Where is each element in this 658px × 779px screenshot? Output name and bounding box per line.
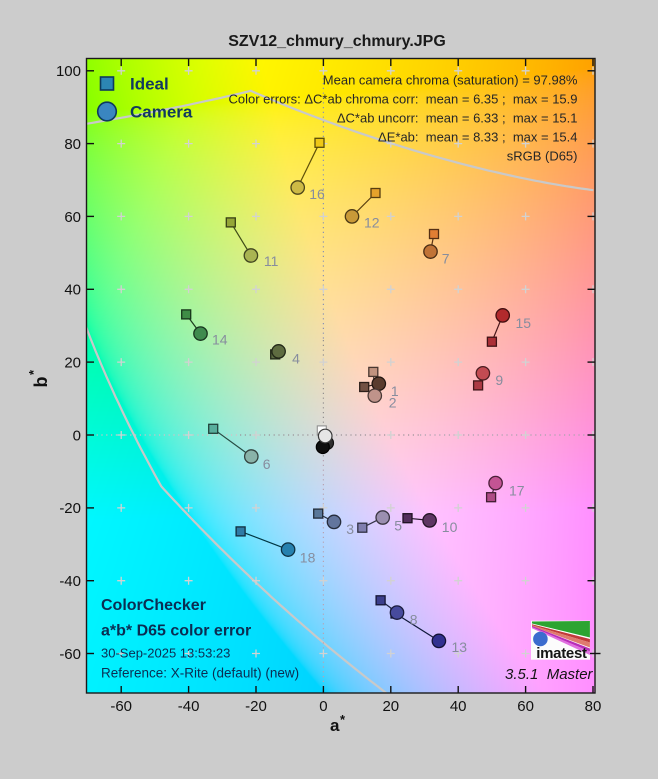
svg-text:1: 1	[391, 383, 399, 399]
svg-text:7: 7	[442, 250, 450, 266]
svg-text:13: 13	[452, 639, 468, 655]
svg-text:14: 14	[212, 331, 228, 347]
svg-text:20: 20	[64, 354, 81, 371]
svg-text:Mean camera chroma (saturation: Mean camera chroma (saturation) = 97.98%	[323, 73, 578, 88]
svg-text:10: 10	[442, 519, 458, 535]
svg-text:100: 100	[56, 63, 81, 80]
svg-text:16: 16	[309, 186, 325, 202]
svg-text:a*b* D65 color error: a*b* D65 color error	[101, 623, 251, 640]
svg-text:-20: -20	[59, 500, 81, 517]
svg-text:-40: -40	[178, 698, 200, 715]
svg-text:ΔC*ab uncorr: mean = 6.33 ;: ΔC*ab uncorr: mean = 6.33 ; max = 15.1	[337, 111, 578, 126]
svg-text:-60: -60	[110, 698, 132, 715]
svg-text:3.5.1 Master: 3.5.1 Master	[505, 666, 594, 683]
svg-text:5: 5	[394, 517, 402, 533]
svg-text:20: 20	[382, 698, 399, 715]
svg-text:4: 4	[292, 350, 300, 366]
svg-text:8: 8	[410, 612, 418, 628]
svg-text:imatest: imatest	[536, 645, 587, 662]
svg-text:40: 40	[64, 282, 81, 299]
svg-text:ColorChecker: ColorChecker	[101, 597, 206, 614]
svg-text:3: 3	[346, 521, 354, 537]
svg-text:*: *	[340, 712, 346, 727]
svg-text:Color errors: ΔC*ab chroma cor: Color errors: ΔC*ab chroma corr: mean = …	[229, 92, 578, 107]
svg-text:60: 60	[64, 209, 81, 226]
svg-text:2: 2	[389, 394, 397, 410]
svg-text:a: a	[330, 716, 340, 735]
svg-text:-60: -60	[59, 646, 81, 663]
svg-text:11: 11	[264, 253, 279, 269]
svg-text:6: 6	[263, 456, 271, 472]
svg-text:40: 40	[450, 698, 467, 715]
svg-text:9: 9	[495, 372, 503, 388]
svg-text:Reference: X-Rite (default) (n: Reference: X-Rite (default) (new)	[101, 666, 299, 681]
svg-text:18: 18	[300, 549, 316, 565]
svg-text:15: 15	[516, 315, 532, 331]
svg-text:sRGB (D65): sRGB (D65)	[507, 149, 578, 164]
svg-text:17: 17	[509, 482, 525, 498]
svg-text:60: 60	[517, 698, 534, 715]
svg-text:-40: -40	[59, 573, 81, 590]
svg-text:Camera: Camera	[130, 103, 193, 122]
svg-text:0: 0	[73, 427, 81, 444]
svg-text:b: b	[31, 377, 51, 388]
svg-text:Ideal: Ideal	[130, 75, 169, 94]
svg-text:0: 0	[319, 698, 327, 715]
svg-text:80: 80	[585, 698, 602, 715]
svg-text:30-Sep-2025 13:53:23: 30-Sep-2025 13:53:23	[101, 646, 230, 661]
svg-text:*: *	[26, 369, 41, 375]
svg-text:12: 12	[364, 215, 380, 231]
svg-text:-20: -20	[245, 698, 267, 715]
svg-text:80: 80	[64, 136, 81, 153]
svg-text:SZV12_chmury_chmury.JPG: SZV12_chmury_chmury.JPG	[228, 33, 446, 50]
svg-text:ΔE*ab: mean = 8.33 ; max = 1: ΔE*ab: mean = 8.33 ; max = 15.4	[378, 130, 577, 145]
